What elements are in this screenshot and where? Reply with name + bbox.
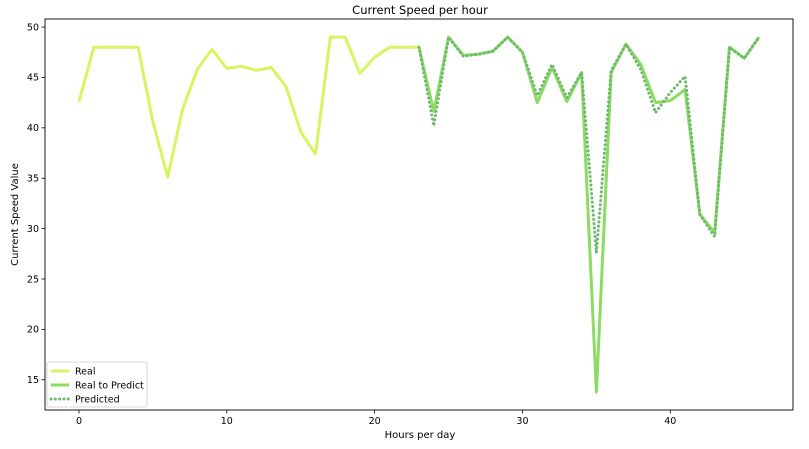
legend: Real Real to Predict Predicted: [47, 362, 147, 407]
y-tick-label: 15: [27, 375, 39, 386]
y-tick-label: 35: [27, 174, 39, 185]
x-tick-label: 0: [76, 416, 82, 427]
legend-label: Real to Predict: [75, 380, 144, 391]
y-tick-label: 30: [27, 224, 39, 235]
y-tick-label: 50: [27, 22, 39, 33]
x-axis-label: Hours per day: [385, 430, 456, 441]
x-tick-label: 30: [516, 416, 528, 427]
y-tick-label: 45: [27, 73, 39, 84]
x-tick-label: 20: [369, 416, 381, 427]
legend-label: Real: [75, 366, 95, 377]
x-tick-label: 10: [221, 416, 233, 427]
y-tick-label: 40: [27, 123, 39, 134]
y-axis-label: Current Speed Value: [10, 163, 21, 266]
y-tick-label: 20: [27, 325, 39, 336]
x-tick-label: 40: [664, 416, 676, 427]
legend-label: Predicted: [75, 394, 120, 405]
y-tick-label: 25: [27, 274, 39, 285]
chart-title: Current Speed per hour: [352, 3, 488, 17]
